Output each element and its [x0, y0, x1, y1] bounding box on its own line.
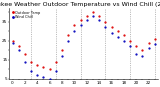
Legend: Outdoor Temp, Wind Chill: Outdoor Temp, Wind Chill: [11, 10, 41, 20]
Title: Milwaukee Weather Outdoor Temperature vs Wind Chill (24 Hours): Milwaukee Weather Outdoor Temperature vs…: [0, 2, 160, 7]
